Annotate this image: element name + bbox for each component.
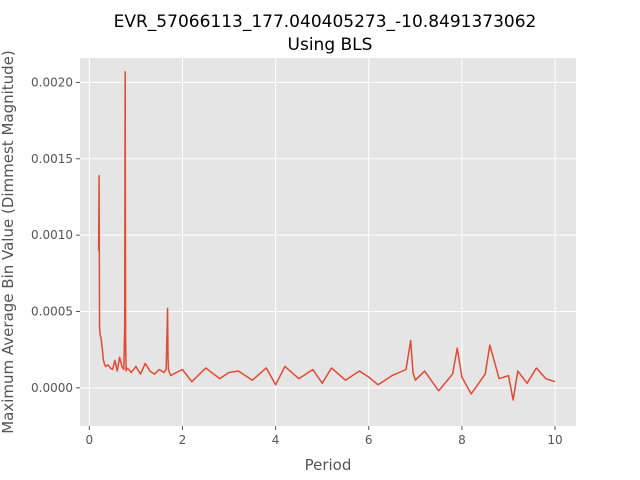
x-tick-label: 10: [547, 433, 562, 447]
series-line: [97, 70, 556, 401]
y-tick-label: 0.0005: [31, 304, 73, 318]
y-tick-label: 0.0020: [31, 75, 73, 89]
y-tick-label: 0.0015: [31, 152, 73, 166]
y-tick-labels: 0.0000 0.0005 0.0010 0.0015 0.0020: [31, 75, 80, 395]
series-layer: [97, 70, 556, 401]
x-axis-label: Period: [305, 456, 352, 474]
plot-area-background: [80, 58, 576, 426]
y-axis-label: Maximum Average Bin Value (Dimmest Magni…: [0, 50, 17, 434]
x-tick-label: 8: [458, 433, 466, 447]
x-tick-label: 0: [85, 433, 93, 447]
y-tick-label: 0.0010: [31, 228, 73, 242]
x-tick-label: 2: [179, 433, 187, 447]
chart-subtitle: Using BLS: [288, 35, 373, 55]
y-tick-label: 0.0000: [31, 381, 73, 395]
x-tick-label: 6: [365, 433, 373, 447]
chart-title: EVR_57066113_177.040405273_-10.849137306…: [114, 12, 537, 32]
x-tick-label: 4: [272, 433, 280, 447]
x-tick-labels: 0 2 4 6 8 10: [85, 426, 563, 447]
grid-lines: [80, 58, 576, 426]
